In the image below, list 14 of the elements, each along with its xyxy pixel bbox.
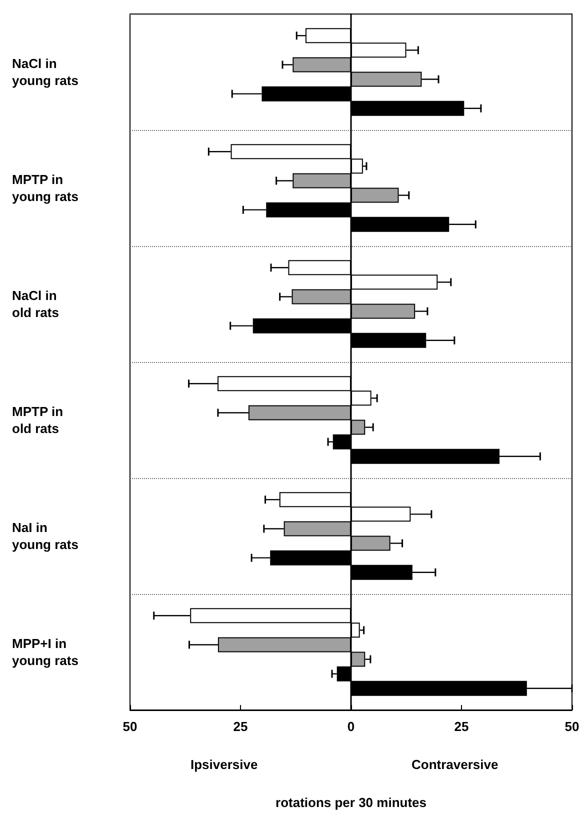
y-tick-label: MPP+I in young rats: [12, 636, 78, 668]
x-axis-title: rotations per 30 minutes: [276, 795, 426, 810]
x-tick-label: 25: [233, 719, 248, 734]
x-tick-label: 25: [454, 719, 469, 734]
x-tick-label: 50: [564, 719, 580, 734]
text: Contraversive: [412, 757, 498, 772]
y-tick-label: NaCl in old rats: [12, 288, 59, 320]
x-tick-label: 50: [122, 719, 138, 734]
y-tick-label: MPTP in young rats: [12, 172, 78, 204]
y-tick-label: NaCl in young rats: [12, 56, 78, 88]
y-tick-label: MPTP in old rats: [12, 404, 64, 436]
y-tick-label: NaI in young rats: [12, 520, 78, 552]
text: Ipsiversive: [190, 757, 258, 772]
x-tick-label: 0: [347, 719, 355, 734]
